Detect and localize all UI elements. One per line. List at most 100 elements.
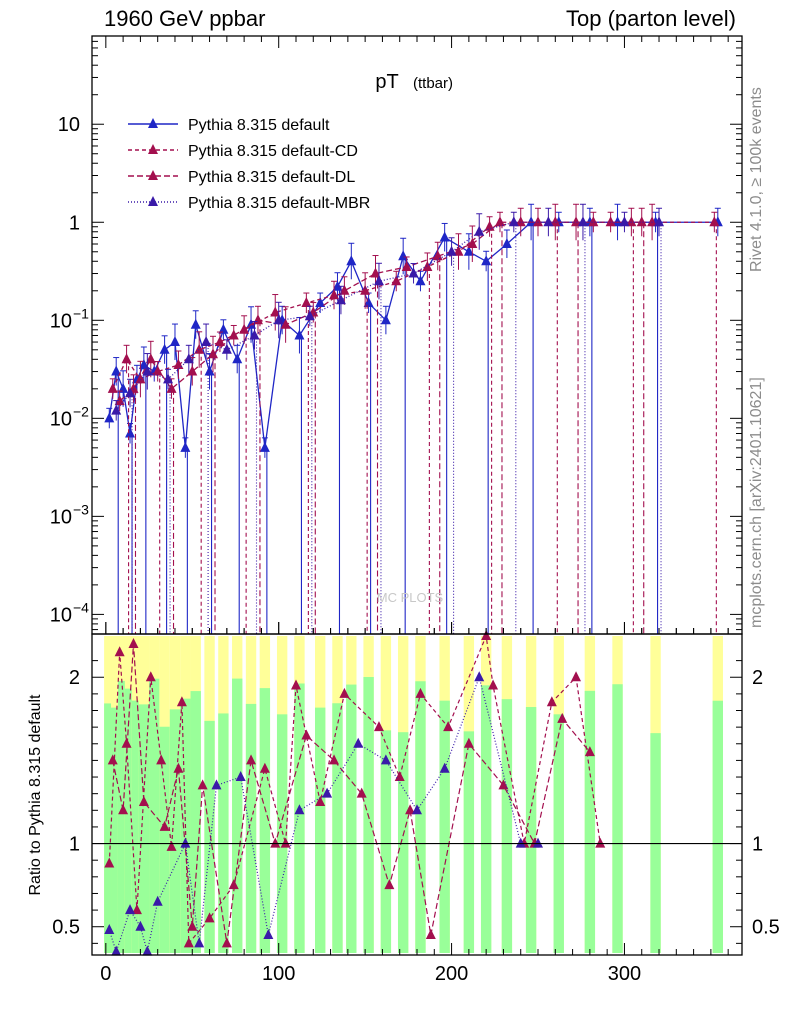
data-point — [577, 216, 588, 227]
ratio-point — [546, 696, 557, 707]
legend-item: Pythia 8.315 default — [128, 117, 330, 134]
band-green — [480, 685, 492, 953]
data-point — [654, 216, 665, 227]
band-green — [397, 732, 409, 953]
band-green — [117, 680, 129, 953]
data-point — [187, 365, 198, 376]
data-point — [439, 231, 450, 242]
legend-label: Pythia 8.315 default-CD — [188, 143, 358, 160]
band-green — [463, 731, 475, 953]
ratio-point — [183, 937, 194, 948]
ratio-point — [394, 771, 405, 782]
x-tick-label: 100 — [262, 963, 295, 985]
ratio-y-tick-label: 0.5 — [52, 917, 80, 939]
data-point — [208, 348, 219, 359]
band-green — [294, 683, 305, 953]
main-y-tick-label: 10 — [58, 114, 80, 136]
data-point — [626, 216, 637, 227]
ratio-point — [425, 929, 436, 940]
ratio-point — [166, 840, 177, 851]
band-green — [439, 700, 450, 953]
chart-title: pT (ttbar) — [375, 71, 453, 93]
data-point — [270, 306, 281, 317]
data-point — [138, 358, 149, 369]
ratio-point — [211, 779, 222, 790]
legend-item: Pythia 8.315 default-MBR — [128, 195, 370, 212]
data-point — [515, 216, 526, 227]
ratio-point — [412, 804, 422, 815]
ratio-point — [329, 754, 340, 765]
ratio-point — [290, 679, 301, 690]
ratio-point — [571, 671, 582, 682]
ratio-point — [533, 837, 544, 848]
data-point — [370, 267, 381, 278]
band-green — [332, 703, 343, 953]
data-point — [145, 353, 156, 364]
ratio-point — [481, 630, 492, 640]
data-point — [294, 329, 305, 340]
main-y-tick-label: 10 — [50, 604, 72, 626]
legend: Pythia 8.315 default Pythia 8.315 default… — [128, 117, 370, 212]
band-green — [584, 690, 596, 953]
ratio-point — [463, 737, 474, 748]
ratio-point — [111, 945, 122, 956]
series-line — [112, 221, 715, 390]
ratio-point — [498, 779, 509, 790]
data-point — [612, 216, 623, 227]
ratio-point — [138, 795, 149, 806]
data-point — [301, 297, 312, 308]
data-point — [169, 336, 180, 347]
x-tick-label: 300 — [608, 963, 641, 985]
data-point — [249, 329, 260, 340]
main-y-tick-label: 10 — [50, 408, 72, 430]
main-y-tick-label: 10 — [50, 506, 72, 528]
legend-marker — [148, 118, 158, 128]
ratio-point — [187, 920, 198, 931]
data-point — [111, 365, 122, 376]
band-green — [104, 703, 115, 953]
data-point — [152, 365, 163, 376]
data-point — [391, 275, 402, 286]
ratio-point — [204, 912, 215, 923]
data-point — [373, 275, 384, 286]
data-point — [398, 250, 409, 261]
ratio-point — [104, 924, 115, 935]
ratio-point — [135, 920, 146, 931]
data-point — [446, 245, 457, 256]
ratio-point — [194, 937, 205, 948]
data-point — [588, 216, 599, 227]
series-line — [108, 221, 718, 448]
ratio-point — [246, 754, 257, 765]
data-point — [104, 412, 115, 423]
data-point — [619, 216, 630, 227]
ratio-point — [107, 754, 118, 765]
data-point — [380, 314, 391, 325]
ratio-point — [595, 837, 606, 848]
data-point — [415, 275, 426, 286]
data-point — [339, 284, 350, 295]
band-green — [276, 714, 288, 953]
legend-marker — [148, 144, 158, 154]
ratio-point — [197, 779, 208, 790]
legend-label: Pythia 8.315 default-DL — [188, 169, 355, 186]
ratio-point — [104, 857, 115, 868]
band-green — [169, 709, 181, 953]
data-point — [315, 297, 326, 308]
legend-marker — [148, 196, 158, 206]
data-point — [259, 441, 270, 452]
data-point — [232, 353, 243, 364]
band-green — [149, 678, 160, 953]
band-green — [131, 700, 143, 953]
data-point — [453, 245, 464, 256]
ratio-y-tick-label: 2 — [69, 667, 80, 689]
ratio-y-tick-label-right: 2 — [752, 667, 763, 689]
data-point — [304, 310, 315, 321]
legend-label: Pythia 8.315 default-MBR — [188, 195, 370, 212]
ratio-point — [339, 687, 350, 698]
data-point — [360, 284, 371, 295]
ratio-point — [322, 787, 333, 798]
data-point — [214, 336, 225, 347]
main-y-tick-exp: −2 — [73, 403, 89, 419]
ratio-point — [439, 762, 450, 773]
ratio-point — [488, 679, 499, 690]
